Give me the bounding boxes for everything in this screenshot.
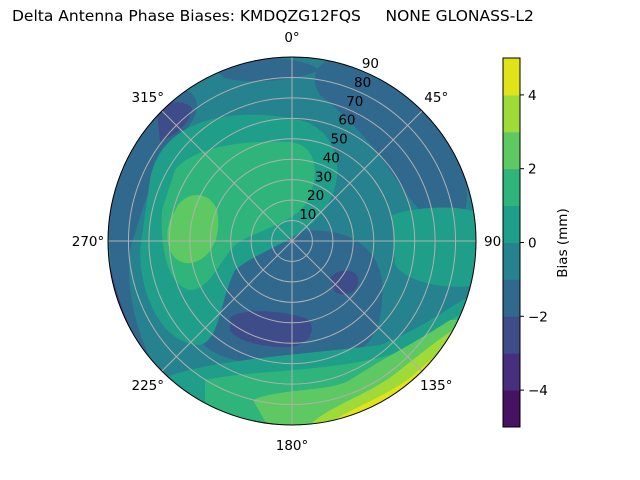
colorbar-band (503, 353, 520, 391)
colorbar: −4 −2 0 2 4 (502, 57, 548, 428)
colorbar-tick-label: 2 (528, 162, 537, 178)
theta-tick-label: 225° (131, 378, 164, 394)
r-tick-label: 30 (315, 169, 332, 185)
r-tick-labels: 10 20 30 40 50 60 70 80 90 (299, 56, 379, 223)
contour-band (167, 194, 219, 264)
r-tick-label: 80 (354, 75, 371, 91)
theta-tick-label: 180° (276, 438, 309, 454)
contour-band (108, 89, 197, 402)
theta-grid-line (161, 240, 293, 372)
theta-tick-label: 0° (284, 30, 299, 46)
theta-tick-label: 315° (131, 90, 164, 106)
colorbar-band (503, 242, 520, 280)
chart-title: Delta Antenna Phase Biases: KMDQZG12FQS … (12, 7, 534, 25)
r-tick-label: 90 (362, 56, 379, 72)
colorbar-band (503, 58, 520, 96)
theta-tick-label: 270° (72, 234, 105, 250)
r-tick-label: 70 (346, 94, 363, 110)
contour-band (230, 311, 312, 348)
polar-grid (108, 57, 476, 425)
theta-tick-label: 135° (420, 378, 453, 394)
r-tick-label: 40 (323, 150, 340, 166)
r-tick-label: 50 (331, 132, 348, 148)
colorbar-band (503, 205, 520, 243)
colorbar-tick-label: 4 (528, 88, 537, 104)
r-tick-label: 10 (299, 207, 316, 223)
colorbar-tick-label: 0 (528, 236, 537, 252)
colorbar-band (503, 390, 520, 428)
colorbar-tick-label: −2 (528, 309, 548, 325)
theta-tick-label: 45° (424, 90, 448, 106)
contour-band (157, 102, 192, 142)
colorbar-band (503, 94, 520, 133)
contour-band (330, 270, 359, 295)
colorbar-band (503, 279, 520, 317)
theta-grid-line (291, 110, 423, 242)
colorbar-label: Bias (mm) (555, 208, 571, 277)
contour-band (314, 60, 467, 226)
theta-tick-label: 90° (484, 234, 508, 250)
colorbar-band (503, 168, 520, 207)
theta-grid-line (291, 240, 423, 372)
r-tick-label: 60 (338, 113, 355, 129)
colorbar-tick-label: −4 (528, 383, 548, 399)
theta-tick-labels: 0° 45° 90° 135° 180° 225° 270° 315° (72, 30, 508, 454)
polar-frame (107, 56, 477, 426)
r-tick-label: 20 (307, 188, 324, 204)
colorbar-band (503, 316, 520, 354)
theta-grid-line (161, 110, 293, 242)
colorbar-band (503, 131, 520, 170)
